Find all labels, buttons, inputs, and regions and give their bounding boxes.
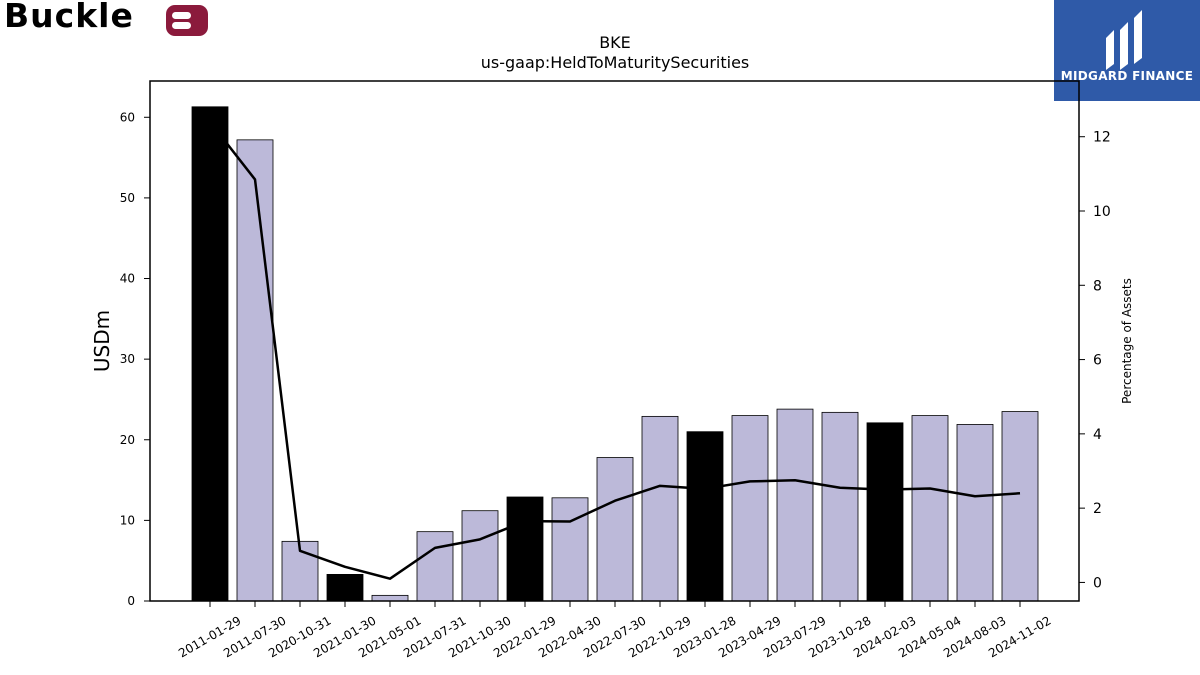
y-tick-label: 20 (120, 433, 135, 447)
midgard-finance-text: MIDGARD FINANCE (1060, 69, 1194, 83)
y2-tick-label: 0 (1093, 575, 1102, 591)
y-tick-label: 50 (120, 191, 135, 205)
chart-title: BKE (599, 33, 631, 52)
bar-2022-01-29 (506, 496, 544, 602)
bar-2023-07-29 (776, 408, 814, 602)
y-axis-label: USDm (90, 310, 114, 372)
bar-2022-10-29 (641, 415, 679, 602)
bar-2011-07-30 (236, 139, 274, 602)
y2-tick-label: 10 (1093, 204, 1111, 220)
buckle-logo: Buckle (0, 0, 215, 40)
y-tick-label: 10 (120, 513, 135, 527)
buckle-mark-icon (166, 5, 208, 36)
y2-tick-label: 4 (1093, 427, 1102, 443)
chart-subtitle: us-gaap:HeldToMaturitySecurities (481, 53, 750, 72)
y2-axis-label: Percentage of Assets (1120, 278, 1134, 404)
bar-2021-01-30 (326, 573, 364, 602)
bar-2022-04-30 (551, 497, 589, 602)
midgard-emblem-icon (1106, 10, 1142, 70)
bar-2024-08-03 (956, 424, 994, 602)
percentage-of-assets-line (209, 121, 1021, 580)
y-tick-label: 30 (120, 352, 135, 366)
bar-2023-10-28 (821, 411, 859, 602)
bar-2023-04-29 (731, 415, 769, 602)
y2-tick-label: 12 (1093, 130, 1111, 146)
bar-2021-10-30 (461, 510, 499, 602)
y-tick-label: 60 (120, 110, 135, 124)
bar-2011-01-29 (191, 106, 229, 602)
bar-2024-05-04 (911, 415, 949, 602)
bar-2023-01-28 (686, 431, 724, 602)
buckle-logo-text: Buckle (4, 0, 134, 35)
y2-tick-label: 2 (1093, 501, 1102, 517)
y2-tick-label: 6 (1093, 353, 1102, 369)
y-tick-label: 40 (120, 272, 135, 286)
bar-2021-07-31 (416, 531, 454, 602)
bar-2024-11-02 (1001, 411, 1039, 602)
y2-tick-label: 8 (1093, 278, 1102, 294)
bar-2021-05-01 (371, 594, 409, 602)
bar-2022-07-30 (596, 457, 634, 602)
bar-2024-02-03 (866, 422, 904, 602)
y-tick-label: 0 (127, 594, 135, 608)
